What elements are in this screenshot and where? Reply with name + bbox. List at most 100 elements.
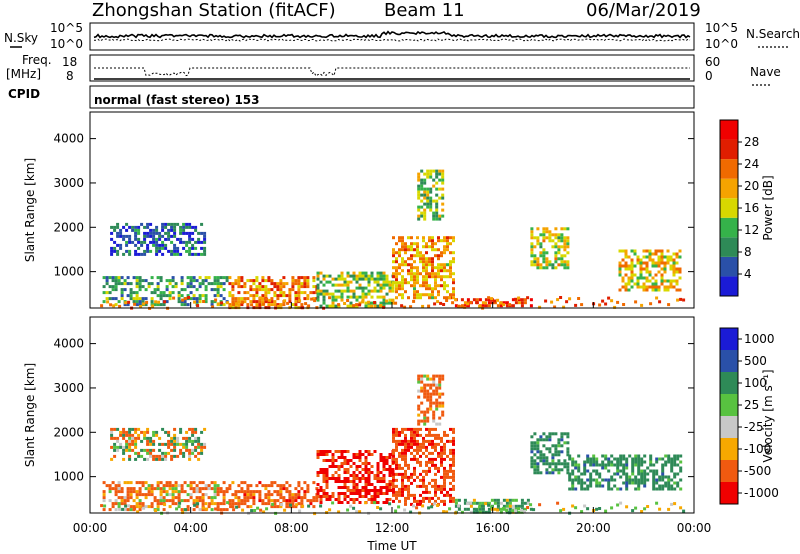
velocity-cell-r5 [417,374,421,378]
power-cell-near [400,304,404,308]
power-cell-r0 [207,276,211,280]
velocity-cell-r4 [404,460,407,464]
power-cell-r3 [382,298,386,302]
velocity-cell-r8 [634,457,638,461]
velocity-cell-r4 [452,430,455,434]
power-cell-r4 [431,275,434,279]
velocity-cell-r3 [388,483,392,486]
velocity-cell-r0 [170,448,174,452]
velocity-cell-r4 [413,466,416,470]
power-cell-r7 [545,236,549,240]
power-cell-r8 [672,285,676,289]
velocity-cell-r3 [367,483,371,486]
velocity-cell-r0 [128,448,132,452]
velocity-cell-r0 [170,436,174,440]
power-cell-r6 [499,304,503,308]
velocity-cell-r4 [431,478,434,482]
velocity-cell-near [466,502,470,506]
velocity-cell-r0 [188,436,192,440]
power-cell-r4 [437,275,440,279]
velocity-cell-r8 [571,478,575,482]
power-cell-r8 [675,279,679,283]
velocity-cell-r6 [499,501,503,505]
velocity-cell-r0 [194,436,198,440]
power-cell-r2 [167,222,171,226]
power-cell-near [496,298,500,302]
velocity-cell-r0 [140,430,144,434]
power-cell-r3 [358,286,362,290]
velocity-cell-r4 [419,445,422,449]
velocity-cell-r1 [168,484,172,488]
velocity-cell-r2 [240,490,244,494]
velocity-cell-r1 [171,499,175,503]
power-cell-r2 [113,249,117,253]
velocity-cell-r4 [401,487,404,491]
power-cell-r0 [108,297,112,301]
velocity-cell-near [562,507,566,511]
power-cell-r1 [264,291,268,295]
velocity-cell-r8 [622,481,626,485]
power-cell-r2 [203,252,207,256]
velocity-cell-r1 [108,508,112,512]
velocity-cell-r4 [410,481,413,485]
power-cell-r7 [566,245,570,249]
power-cell-near [502,303,506,307]
velocity-cell-r0 [113,448,117,452]
power-cell-r4 [401,284,404,288]
power-cell-r0 [213,288,217,292]
velocity-cell-near [118,507,122,511]
velocity-cell-r5 [438,416,442,420]
power-cell-r7 [554,227,558,231]
velocity-cell-r8 [577,463,581,467]
velocity-cell-r4 [416,448,419,452]
velocity-cell-r0 [149,442,153,446]
power-cell-r5 [417,178,421,182]
power-cell-r0 [165,279,169,283]
velocity-cell-r3 [322,450,326,453]
velocity-cell-r8 [661,484,665,488]
velocity-cell-r5 [435,407,439,411]
velocity-cell-r3 [391,468,395,471]
velocity-cell-r1 [180,487,184,491]
power-cell-r2 [203,231,207,235]
velocity-cell-r7 [536,441,540,445]
velocity-cell-r1 [150,505,154,509]
colorbar-swatch [720,139,738,160]
velocity-cell-r1 [162,490,166,494]
power-cell-r8 [624,252,628,256]
velocity-cell-r3 [325,486,329,489]
velocity-cell-r0 [152,433,156,437]
power-cell-r0 [216,294,220,298]
velocity-cell-r8 [643,481,647,485]
power-cell-r4 [431,272,434,276]
colorbar-swatch [720,159,738,179]
power-cell-r1 [282,294,286,298]
power-cell-r6 [520,301,524,305]
velocity-cell-r4 [425,427,428,431]
power-cell-r3 [385,301,389,305]
power-cell-near [445,299,449,302]
power-cell-r3 [364,274,368,278]
velocity-cell-r4 [434,481,437,485]
velocity-cell-r4 [392,484,395,488]
power-cell-r8 [639,276,643,280]
power-cell-r2 [113,246,117,250]
velocity-cell-r6 [523,501,527,505]
velocity-cell-r4 [416,439,419,443]
velocity-cell-r1 [171,490,175,494]
velocity-cell-r6 [529,507,533,511]
power-cell-r0 [132,276,136,280]
velocity-cell-r5 [432,383,436,387]
power-cell-r2 [146,249,150,253]
velocity-cell-r3 [385,489,389,492]
velocity-cell-r0 [131,433,135,437]
velocity-cell-r0 [176,442,180,446]
power-cell-r8 [669,255,673,259]
power-cell-r0 [117,279,121,283]
velocity-cell-r8 [616,472,620,476]
power-cell-r8 [654,282,658,286]
velocity-cell-r6 [511,510,515,514]
power-cell-r4 [419,293,422,297]
power-cell-r5 [426,169,430,173]
